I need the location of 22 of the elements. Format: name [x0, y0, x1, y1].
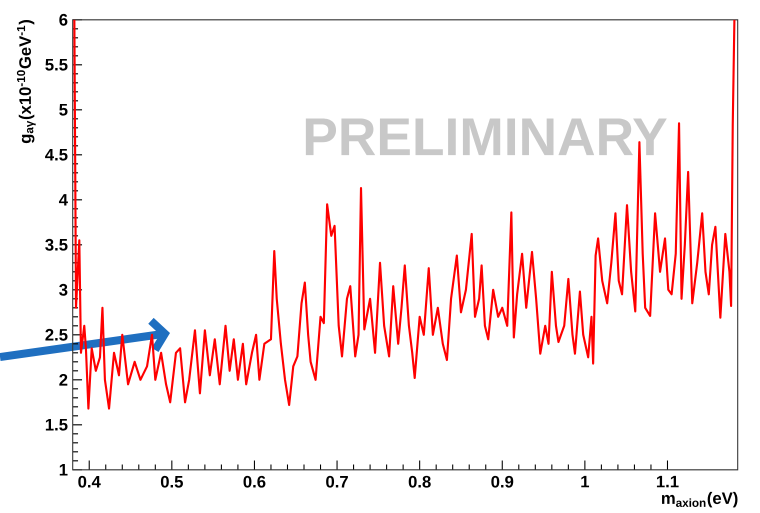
- x-tick-label: 0.6: [244, 476, 266, 488]
- y-tick-label: 3.5: [45, 238, 68, 251]
- x-tick-label: 0.4: [78, 476, 101, 488]
- x-tick-label: 0.7: [326, 476, 348, 488]
- y-tick-label: 3: [59, 284, 68, 296]
- y-tick-label: 4.5: [45, 148, 68, 161]
- y-axis-title: g$_{aγ}$(x10$^{-10}$GeV$^{-1}$): [16, 20, 36, 144]
- y-tick-label: 5.5: [45, 58, 68, 71]
- x-tick-label: 1: [581, 476, 590, 488]
- y-tick-label: 6: [59, 14, 68, 26]
- x-tick-label: 0.9: [491, 476, 514, 488]
- x-tick-label: 1.1: [656, 476, 679, 488]
- y-tick-label: 4: [58, 194, 68, 206]
- x-axis-title: m$_{axion}$(eV): [662, 492, 738, 508]
- y-tick-label: 2: [59, 374, 68, 386]
- x-tick-label: 0.5: [160, 476, 183, 488]
- line-series: [73, 20, 736, 410]
- x-tick-label: 0.8: [408, 476, 431, 488]
- y-tick-label: 2.5: [45, 328, 68, 341]
- y-tick-label: 5: [59, 104, 68, 116]
- y-tick-label: 1: [60, 464, 68, 476]
- y-tick-label: 1.5: [46, 418, 68, 431]
